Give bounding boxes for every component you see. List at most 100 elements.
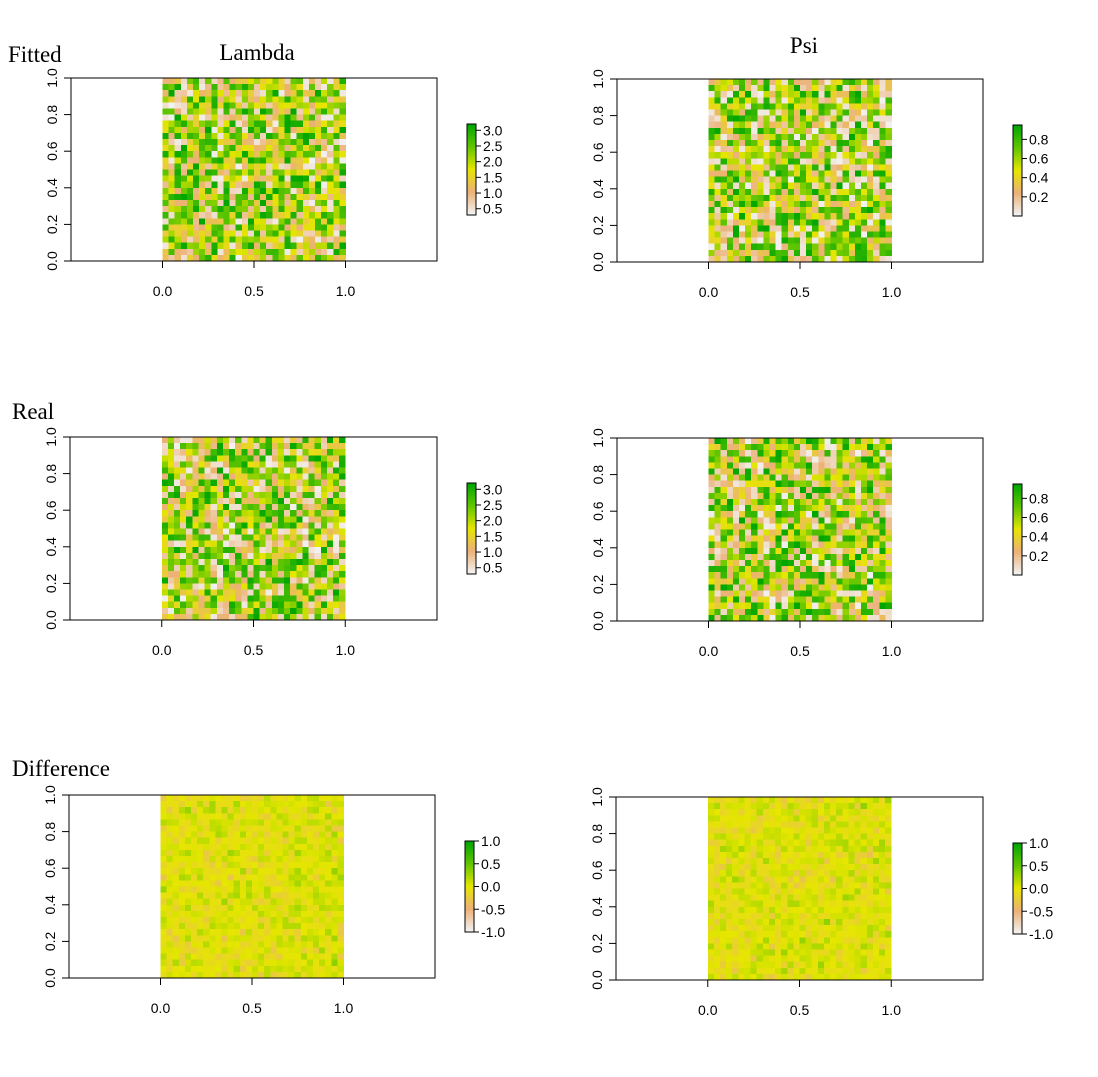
heatmap-cell (315, 200, 322, 207)
heatmap-cell (854, 170, 862, 177)
heatmap-cell (284, 193, 291, 201)
heatmap-cell (247, 145, 255, 152)
heatmap-cell (787, 499, 795, 506)
heatmap-cell (162, 169, 169, 176)
heatmap-cell (265, 607, 273, 615)
legend-color-step (467, 181, 476, 184)
heatmap-cell (197, 868, 204, 875)
heatmap-cell (879, 201, 886, 208)
heatmap-cell (806, 438, 813, 445)
heatmap-cell (168, 145, 176, 152)
heatmap-cell (320, 571, 328, 578)
heatmap-cell (192, 437, 199, 444)
heatmap-cell (339, 528, 346, 535)
heatmap-cell (276, 807, 283, 814)
heatmap-cell (806, 523, 813, 530)
heatmap-cell (867, 529, 874, 536)
heatmap-cell (184, 941, 192, 948)
heatmap-cell (714, 158, 722, 165)
heatmap-cell (296, 212, 304, 219)
heatmap-cell (848, 158, 856, 165)
heatmap-cell (313, 849, 320, 857)
heatmap-cell (879, 456, 886, 463)
heatmap-cell (162, 114, 169, 122)
heatmap-cell (720, 505, 728, 512)
heatmap-cell (873, 468, 880, 475)
heatmap-cell (854, 255, 862, 263)
heatmap-cell (331, 795, 338, 802)
heatmap-cell (233, 941, 241, 948)
heatmap-cell (276, 819, 283, 826)
heatmap-cell (229, 236, 237, 244)
heatmap-cell (861, 608, 868, 616)
heatmap-cell (818, 590, 825, 597)
heatmap-cell (302, 145, 310, 152)
heatmap-cell (300, 807, 308, 814)
heatmap-cell (284, 90, 291, 97)
heatmap-cell (174, 114, 182, 122)
legend-tick-label: 0.2 (1029, 548, 1049, 564)
heatmap-cell (326, 607, 334, 615)
heatmap-cell (241, 540, 248, 548)
heatmap-cell (861, 219, 868, 226)
heatmap-cell (247, 181, 255, 189)
heatmap-cell (270, 886, 277, 893)
heatmap-cell (751, 450, 758, 457)
heatmap-cell (806, 97, 813, 104)
heatmap-cell (842, 109, 850, 116)
heatmap-cell (793, 438, 801, 445)
heatmap-cell (210, 485, 218, 493)
heatmap-cell (173, 498, 181, 505)
heatmap-cell (191, 898, 198, 906)
legend-color-step (467, 561, 476, 564)
heatmap-cell (739, 450, 746, 457)
heatmap-cell (714, 140, 722, 147)
heatmap-cell (763, 201, 770, 208)
heatmap-cell (751, 219, 758, 226)
heatmap-cell (714, 182, 722, 190)
heatmap-cell (720, 176, 728, 184)
legend-tick-label: 1.0 (483, 544, 503, 560)
heatmap-cell (198, 449, 205, 456)
heatmap-cell (861, 529, 868, 536)
heatmap-cell (306, 807, 314, 814)
heatmap-cell (277, 546, 285, 554)
heatmap-cell (781, 237, 789, 245)
heatmap-cell (191, 868, 198, 875)
heatmap-cell (806, 535, 813, 543)
heatmap-cell (178, 965, 186, 973)
legend-color-step (465, 856, 474, 859)
legend-tick-label: 0.8 (1029, 490, 1049, 506)
heatmap-cell (708, 560, 715, 567)
heatmap-cell (824, 547, 831, 555)
heatmap-cell (227, 862, 235, 869)
heatmap-cell (781, 127, 789, 135)
heatmap-cell (775, 438, 783, 445)
heatmap-cell (290, 206, 298, 213)
heatmap-cell (830, 231, 837, 238)
legend-color-step (467, 133, 476, 136)
heatmap-cell (842, 158, 850, 165)
heatmap-cell (333, 96, 340, 103)
heatmap-cell (284, 613, 291, 621)
heatmap-cell (751, 535, 758, 543)
heatmap-cell (294, 892, 302, 900)
heatmap-cell (266, 126, 273, 134)
heatmap-cell (222, 498, 230, 505)
heatmap-cell (278, 224, 285, 231)
heatmap-cell (174, 157, 182, 164)
heatmap-cell (308, 224, 316, 231)
heatmap-cell (315, 212, 322, 219)
heatmap-cell (229, 491, 236, 499)
heatmap-cell (180, 102, 188, 109)
heatmap-cell (732, 182, 740, 190)
heatmap-cell (818, 572, 825, 579)
heatmap-cell (854, 566, 862, 573)
heatmap-cell (221, 892, 228, 900)
heatmap-cell (714, 225, 722, 232)
heatmap-cell (861, 438, 868, 445)
heatmap-cell (184, 868, 192, 875)
legend-color-step (467, 564, 476, 567)
heatmap-cell (197, 947, 204, 954)
heatmap-cell (239, 807, 247, 814)
